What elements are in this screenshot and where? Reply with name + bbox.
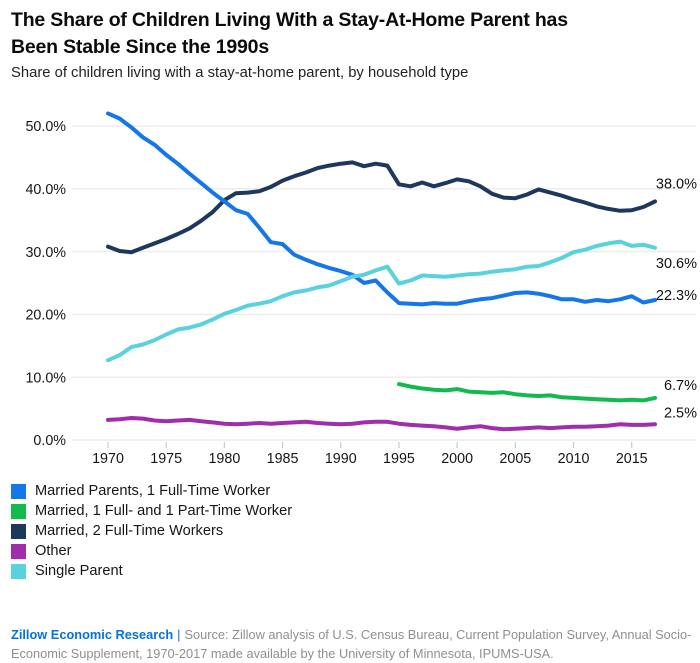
y-axis-tick-label: 30.0% [25,245,66,261]
legend-item: Other [11,543,511,559]
y-axis-tick-label: 10.0% [25,370,66,386]
x-axis-tick-label: 2005 [499,451,531,467]
legend-item: Married Parents, 1 Full-Time Worker [11,483,511,499]
footer-separator: | [177,626,181,642]
legend-label: Single Parent [35,563,123,579]
page-title: The Share of Children Living With a Stay… [11,7,699,61]
legend-swatch [11,563,26,579]
legend-label: Married, 1 Full- and 1 Part-Time Worker [35,503,293,519]
legend-label: Married, 2 Full-Time Workers [35,523,224,539]
series-end-label: 6.7% [664,378,697,394]
y-axis-tick-label: 50.0% [25,119,66,135]
x-axis-tick-label: 1985 [267,451,299,467]
series-line-1 [397,382,657,403]
x-axis-tick-label: 2015 [616,451,648,467]
series-end-label: 22.3% [656,288,697,304]
series-end-label: 2.5% [664,405,697,421]
series-line-2 [106,160,657,255]
legend-swatch [11,543,26,559]
legend-swatch [11,523,26,539]
y-axis-tick-label: 0.0% [33,433,66,449]
x-axis-tick-label: 1995 [383,451,415,467]
chart-canvas: 0.0% 10.0% 20.0% 30.0% 40.0% 50.0% 1970 1975 198… [25,111,697,467]
series-end-label: 38.0% [656,176,697,192]
footer-attribution: Zillow Economic Research | Source: Zillow … [11,625,693,663]
x-axis-tick-label: 2010 [558,451,590,467]
legend-label: Married Parents, 1 Full-Time Worker [35,483,271,499]
line-chart: 0.0% 10.0% 20.0% 30.0% 40.0% 50.0% 1970 1975 198… [0,92,700,472]
legend-swatch [11,503,26,519]
brand-link[interactable]: Zillow Economic Research [11,626,174,642]
x-axis-tick-label: 1980 [208,451,240,467]
chart-legend: Married Parents, 1 Full-Time Worker Marri… [11,483,511,583]
page-title-line-1: The Share of Children Living With a Stay… [11,9,568,31]
x-axis-tick-label: 1970 [92,451,124,467]
legend-label: Other [35,543,72,559]
legend-swatch [11,483,26,499]
series-line-0 [106,111,657,307]
source-text: Source: Zillow analysis of U.S. Census B… [11,626,692,661]
chart-subtitle: Share of children living with a stay-at-… [11,65,469,81]
legend-item: Married, 2 Full-Time Workers [11,523,511,539]
page-title-line-2: Been Stable Since the 1990s [11,36,269,58]
y-axis-tick-label: 40.0% [25,182,66,198]
x-axis-tick-label: 1975 [150,451,182,467]
x-axis-tick-label: 2000 [441,451,473,467]
legend-item: Single Parent [11,563,511,579]
legend-item: Married, 1 Full- and 1 Part-Time Worker [11,503,511,519]
series-end-label: 30.6% [656,256,697,272]
x-axis-tick-label: 1990 [325,451,357,467]
series-line-3 [106,416,657,432]
series-line-4 [106,239,657,363]
y-axis-tick-label: 20.0% [25,308,66,324]
